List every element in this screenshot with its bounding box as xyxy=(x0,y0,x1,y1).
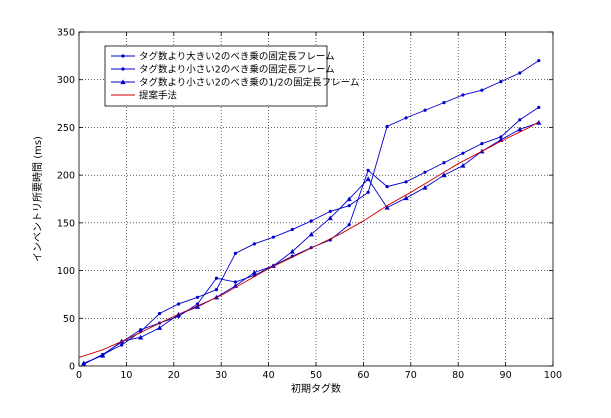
data-point xyxy=(138,334,144,340)
data-point xyxy=(347,223,351,227)
legend: タグ数より大きい2のべき乗の固定長フレームタグ数より小さい2のべき乗の固定長フレ… xyxy=(104,45,359,107)
data-point xyxy=(403,195,409,201)
data-point xyxy=(384,204,390,210)
data-point xyxy=(404,180,408,184)
data-point xyxy=(442,161,446,165)
y-tick-label: 100 xyxy=(57,266,75,277)
data-point xyxy=(422,184,428,190)
legend-item: タグ数より大きい2のべき乗の固定長フレーム xyxy=(111,51,335,63)
x-tick-label: 0 xyxy=(76,370,82,381)
data-point xyxy=(536,120,542,125)
data-point xyxy=(499,135,503,139)
y-tick-label: 350 xyxy=(57,28,75,39)
data-point xyxy=(517,126,523,132)
data-point xyxy=(537,59,541,63)
x-tick-label: 100 xyxy=(544,370,562,381)
legend-label: タグ数より小さい2のべき乗の固定長フレーム xyxy=(139,64,335,76)
legend-item: タグ数より小さい2のべき乗の1/2の固定長フレーム xyxy=(111,77,359,89)
data-point xyxy=(214,288,219,292)
data-point xyxy=(251,269,257,275)
data-point xyxy=(120,343,124,347)
legend-label: タグ数より小さい2のべき乗の1/2の固定長フレーム xyxy=(139,77,359,89)
data-point xyxy=(271,235,275,239)
x-tick-label: 20 xyxy=(168,370,180,381)
data-point xyxy=(537,105,541,109)
data-point xyxy=(308,231,314,237)
data-point xyxy=(176,302,181,306)
data-point xyxy=(366,168,370,172)
data-point xyxy=(290,227,294,232)
y-tick-label: 250 xyxy=(57,123,75,134)
legend-label: 提案手法 xyxy=(139,90,177,102)
data-point xyxy=(460,163,466,168)
legend-item: タグ数より小さい2のべき乗の固定長フレーム xyxy=(111,64,335,76)
series-3 xyxy=(81,120,542,366)
data-point xyxy=(366,190,370,194)
data-point xyxy=(480,142,484,146)
data-point xyxy=(156,325,163,330)
x-tick-label: 40 xyxy=(263,370,275,381)
data-point xyxy=(461,151,465,155)
x-tick-label: 50 xyxy=(310,370,322,381)
data-point xyxy=(120,79,126,85)
x-tick-label: 80 xyxy=(452,370,464,381)
data-point xyxy=(404,116,408,120)
data-point xyxy=(195,295,200,299)
data-point xyxy=(385,184,389,189)
data-point xyxy=(100,352,106,358)
y-tick-label: 0 xyxy=(69,362,75,373)
data-point xyxy=(233,280,238,284)
data-point xyxy=(385,124,389,129)
data-point xyxy=(346,196,352,202)
data-point xyxy=(139,328,143,332)
x-tick-label: 90 xyxy=(500,370,512,381)
x-tick-label: 70 xyxy=(405,370,417,381)
x-axis-title: 初期タグ数 xyxy=(291,382,341,395)
x-tick-label: 30 xyxy=(215,370,227,381)
data-point xyxy=(233,251,238,255)
data-point xyxy=(157,311,162,316)
series-4 xyxy=(78,121,540,358)
y-tick-label: 300 xyxy=(57,75,75,86)
legend-box xyxy=(104,45,328,107)
legend-item: 提案手法 xyxy=(111,90,177,102)
data-point xyxy=(328,209,332,214)
data-point xyxy=(252,242,256,246)
data-point xyxy=(121,67,125,71)
axes: 0 10 20 30 40 50 60 70 80 90 100 0 50 100 150 200 250 300… xyxy=(57,28,562,382)
data-point xyxy=(327,215,333,221)
series-1 xyxy=(82,59,541,366)
y-tick-label: 200 xyxy=(57,171,75,182)
data-point xyxy=(442,101,446,105)
data-point xyxy=(480,88,484,92)
data-point xyxy=(194,304,201,309)
series-line xyxy=(78,121,540,358)
data-point xyxy=(499,80,503,84)
data-point xyxy=(195,302,200,306)
data-point xyxy=(461,93,465,97)
y-axis-title: インベントリ所要時間 (ms) xyxy=(32,136,44,262)
x-tick-label: 10 xyxy=(120,370,132,381)
data-point xyxy=(518,71,522,75)
data-point xyxy=(347,204,351,208)
data-point xyxy=(423,170,427,174)
data-point xyxy=(289,248,295,254)
series-layer xyxy=(78,59,542,366)
data-point xyxy=(441,172,447,178)
y-tick-label: 50 xyxy=(63,314,75,325)
data-point xyxy=(309,219,313,223)
data-point xyxy=(365,176,371,182)
data-point xyxy=(518,118,522,122)
data-point xyxy=(121,54,125,58)
data-point xyxy=(423,108,427,112)
x-tick-label: 60 xyxy=(357,370,369,381)
data-point xyxy=(81,360,87,366)
legend-label: タグ数より大きい2のべき乗の固定長フレーム xyxy=(139,51,335,63)
data-point xyxy=(214,276,219,280)
y-tick-label: 150 xyxy=(57,218,75,229)
